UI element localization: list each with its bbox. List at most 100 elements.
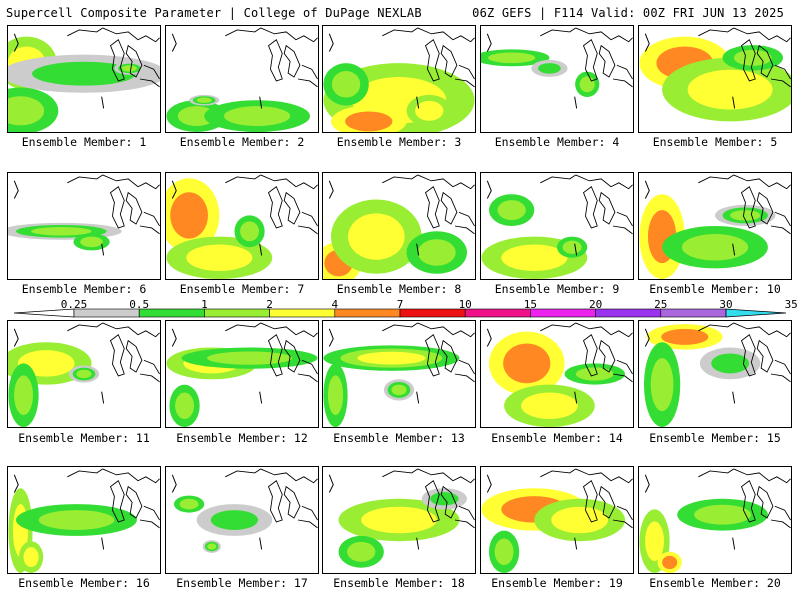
ensemble-member-label: Ensemble Member: 3 xyxy=(336,135,462,149)
map-panel xyxy=(323,174,475,279)
map-panel xyxy=(323,322,475,427)
coastline xyxy=(698,468,791,529)
ensemble-panel xyxy=(480,466,634,574)
page-title: Supercell Composite Parameter | College … xyxy=(6,6,422,20)
ensemble-panel xyxy=(322,25,476,133)
map-panel xyxy=(8,27,160,132)
map-panel xyxy=(323,27,475,132)
river-mark xyxy=(574,243,578,256)
contour-fill xyxy=(415,100,444,121)
ensemble-member-label: Ensemble Member: 17 xyxy=(176,576,308,590)
contour-fill xyxy=(31,227,92,236)
river-mark xyxy=(732,537,736,550)
coastline xyxy=(67,468,160,529)
region-mark xyxy=(171,474,177,493)
ensemble-member-label: Ensemble Member: 10 xyxy=(649,282,781,296)
contour-fill xyxy=(650,358,674,412)
contour-fill xyxy=(488,52,536,64)
river-mark xyxy=(416,96,420,109)
map-panel xyxy=(166,174,318,279)
river-mark xyxy=(732,391,736,404)
contour-fill xyxy=(345,111,393,132)
coastline xyxy=(67,174,160,235)
color-scale-legend xyxy=(13,308,787,318)
contour-fill xyxy=(662,555,678,570)
river-mark xyxy=(101,96,105,109)
contour-fill xyxy=(645,521,664,562)
legend-tick-label: 10 xyxy=(458,298,472,311)
contour-fill xyxy=(391,384,407,396)
legend-tick-label: 4 xyxy=(331,298,339,311)
contour-fill xyxy=(711,353,750,374)
legend-tick-label: 15 xyxy=(523,298,538,311)
legend-tick-label: 2 xyxy=(266,298,273,311)
legend-swatch xyxy=(464,308,531,318)
region-mark xyxy=(486,328,492,347)
contour-fill xyxy=(694,504,751,525)
ensemble-panel xyxy=(638,25,792,133)
river-mark xyxy=(259,391,263,404)
coastline xyxy=(698,174,791,235)
contour-fill xyxy=(23,547,39,568)
coastline xyxy=(382,468,475,529)
contour-fill xyxy=(327,375,344,416)
map-panel xyxy=(486,322,633,427)
contour-fill xyxy=(494,538,514,566)
ensemble-panel xyxy=(165,466,319,574)
river-mark xyxy=(416,391,420,404)
region-mark xyxy=(644,328,650,347)
river-mark xyxy=(259,537,263,550)
legend-tick-label: 0.5 xyxy=(129,298,150,311)
contour-fill xyxy=(80,236,103,248)
contour-fill xyxy=(347,541,376,562)
model-run-info: 06Z GEFS | F114 Valid: 00Z FRI JUN 13 20… xyxy=(472,6,784,20)
contour-fill xyxy=(76,369,92,379)
contour-fill xyxy=(687,69,773,110)
contour-fill xyxy=(38,510,115,530)
contour-fill xyxy=(8,96,45,126)
coastline xyxy=(225,468,318,529)
map-panel xyxy=(643,322,791,427)
ensemble-panel xyxy=(7,466,161,574)
ensemble-panel xyxy=(165,320,319,428)
legend-swatch xyxy=(530,308,596,318)
ensemble-member-label: Ensemble Member: 4 xyxy=(494,135,620,149)
contour-fill xyxy=(177,106,216,127)
ensemble-panel xyxy=(638,466,792,574)
region-mark xyxy=(644,474,650,493)
river-mark xyxy=(574,537,578,550)
coastline xyxy=(540,27,633,88)
ensemble-panel xyxy=(322,320,476,428)
map-panel xyxy=(481,174,633,279)
contour-fill xyxy=(497,200,526,221)
river-mark xyxy=(416,243,420,256)
ensemble-member-label: Ensemble Member: 1 xyxy=(21,135,147,149)
river-mark xyxy=(732,96,736,109)
legend-swatch xyxy=(334,308,401,318)
contour-fill xyxy=(575,367,614,381)
contour-fill xyxy=(179,498,199,510)
map-panel xyxy=(481,27,633,109)
contour-fill xyxy=(361,506,437,534)
contour-fill xyxy=(224,106,291,127)
river-mark xyxy=(101,243,105,256)
legend-tick-label: 7 xyxy=(396,298,404,311)
ensemble-member-label: Ensemble Member: 19 xyxy=(491,576,623,590)
coastline xyxy=(698,27,791,88)
ensemble-member-label: Ensemble Member: 14 xyxy=(491,431,623,445)
ensemble-member-label: Ensemble Member: 13 xyxy=(333,431,465,445)
ensemble-member-label: Ensemble Member: 7 xyxy=(179,282,305,296)
map-panel xyxy=(8,174,160,256)
ensemble-member-label: Ensemble Member: 16 xyxy=(18,576,150,590)
ensemble-panel xyxy=(480,172,634,280)
region-mark xyxy=(328,33,334,52)
coastline xyxy=(225,322,318,383)
contour-fill xyxy=(331,71,361,98)
legend-swatch xyxy=(595,308,662,318)
coastline xyxy=(225,27,318,88)
legend-tick-label: 35 xyxy=(784,298,798,311)
ensemble-member-label: Ensemble Member: 6 xyxy=(21,282,147,296)
river-mark xyxy=(101,537,105,550)
ensemble-panel xyxy=(7,25,161,133)
ensemble-panel xyxy=(7,320,161,428)
